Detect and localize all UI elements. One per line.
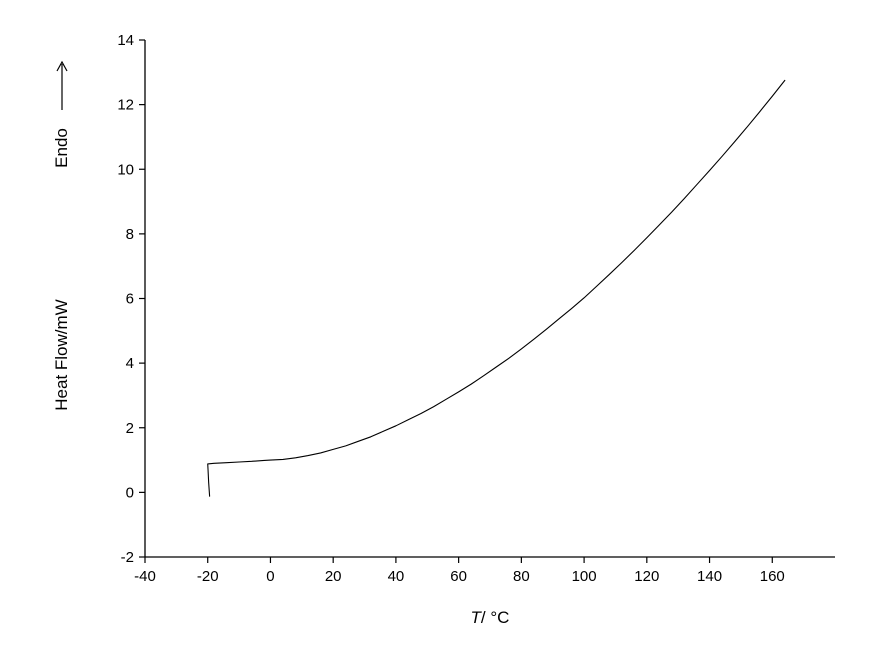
- x-axis-title: T/ °C: [471, 608, 510, 628]
- x-tick-label: 0: [266, 568, 274, 585]
- x-tick-label: -40: [134, 568, 156, 585]
- x-axis-title-unit: / °C: [480, 608, 510, 627]
- dsc-curve: [207, 79, 786, 497]
- endo-label: Endo: [52, 128, 71, 168]
- y-tick-label: 14: [117, 32, 134, 49]
- y-tick-label: 12: [117, 97, 134, 114]
- x-tick-label: 120: [634, 568, 659, 585]
- x-tick-label: 80: [513, 568, 530, 585]
- x-tick-label: 140: [697, 568, 722, 585]
- y-tick-label: 2: [126, 420, 134, 437]
- x-tick-label: 60: [450, 568, 467, 585]
- y-tick-label: -2: [121, 549, 134, 566]
- endo-arrow-icon: [56, 60, 68, 110]
- x-axis-title-variable: T: [470, 608, 481, 627]
- x-tick-label: 20: [325, 568, 342, 585]
- x-tick-label: 40: [388, 568, 405, 585]
- y-axis-title: Heat Flow/mW: [52, 299, 71, 411]
- x-tick-label: 160: [760, 568, 785, 585]
- x-tick-label: -20: [197, 568, 219, 585]
- y-tick-label: 10: [117, 161, 134, 178]
- x-tick-label: 100: [572, 568, 597, 585]
- y-tick-label: 4: [126, 355, 134, 372]
- y-tick-label: 8: [126, 226, 134, 243]
- y-tick-label: 0: [126, 484, 134, 501]
- y-tick-label: 6: [126, 291, 134, 308]
